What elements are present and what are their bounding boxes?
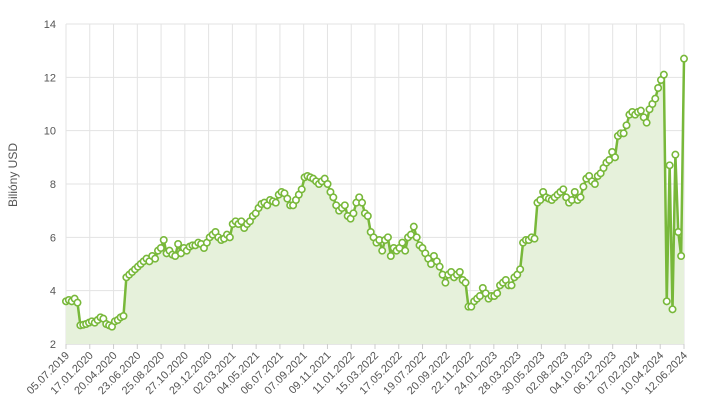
data-point	[340, 201, 349, 210]
y-tick-label: 2	[50, 339, 56, 351]
y-tick-label: 12	[44, 72, 56, 84]
data-point	[516, 265, 525, 274]
data-point	[409, 222, 418, 231]
data-point	[590, 180, 599, 189]
data-point	[576, 193, 585, 202]
data-point	[386, 252, 395, 261]
data-point	[622, 121, 631, 130]
data-point	[559, 185, 568, 194]
data-point	[654, 84, 663, 93]
data-point	[662, 297, 671, 306]
data-point	[398, 238, 407, 247]
data-point	[151, 254, 160, 263]
data-point	[636, 106, 645, 115]
y-tick-label: 6	[50, 232, 56, 244]
data-point	[283, 194, 292, 203]
data-point	[412, 233, 421, 242]
y-axis-title: Bilióny USD	[6, 143, 20, 207]
y-tick-label: 10	[44, 126, 56, 138]
data-point	[579, 182, 588, 191]
data-point	[677, 252, 686, 261]
data-point	[671, 150, 680, 159]
data-point	[271, 198, 280, 207]
data-point	[455, 267, 464, 276]
data-point	[611, 153, 620, 162]
data-point	[378, 246, 387, 255]
data-point	[349, 209, 358, 218]
data-point	[507, 281, 516, 290]
data-point	[619, 129, 628, 138]
data-point	[383, 233, 392, 242]
data-point	[651, 94, 660, 103]
data-point	[156, 244, 165, 253]
data-point	[461, 278, 470, 287]
data-point	[323, 180, 332, 189]
y-axis-ticks: 2 4 6 8 10 12 14	[44, 19, 56, 351]
data-point	[570, 188, 579, 197]
data-points	[61, 54, 688, 331]
data-point	[329, 193, 338, 202]
area-fill	[66, 58, 684, 345]
data-point	[493, 289, 502, 298]
data-point	[159, 236, 168, 245]
data-point	[441, 278, 450, 287]
data-point	[674, 228, 683, 237]
data-point	[297, 185, 306, 194]
data-point	[435, 262, 444, 271]
x-axis-ticks: 05.07.201917.01.202020.04.202023.06.2020…	[25, 344, 690, 397]
data-point	[225, 233, 234, 242]
data-point	[358, 198, 367, 207]
data-point	[668, 305, 677, 314]
y-tick-label: 14	[44, 19, 56, 31]
data-point	[679, 54, 688, 63]
data-point	[401, 246, 410, 255]
data-point	[174, 240, 183, 249]
y-tick-label: 8	[50, 179, 56, 191]
data-point	[73, 298, 82, 307]
data-point	[665, 161, 674, 170]
data-point	[119, 311, 128, 320]
data-point	[659, 70, 668, 79]
data-point	[363, 212, 372, 221]
area-shape	[66, 58, 684, 345]
data-point	[642, 118, 651, 127]
y-tick-label: 4	[50, 286, 56, 298]
data-point	[530, 234, 539, 243]
